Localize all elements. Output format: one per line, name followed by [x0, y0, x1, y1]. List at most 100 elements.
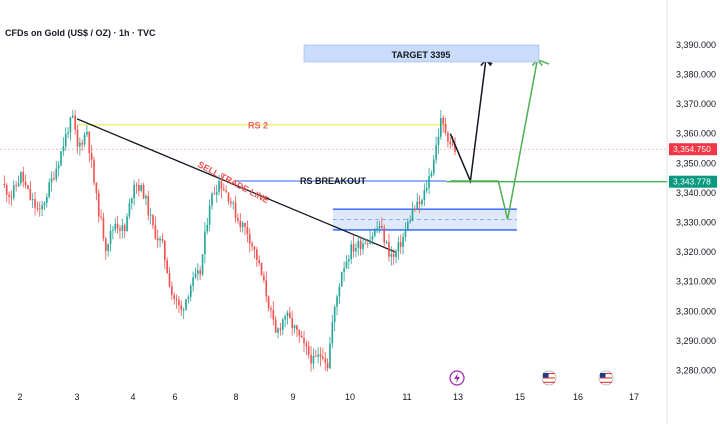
candle-body	[437, 136, 440, 145]
candle-body	[366, 243, 369, 245]
rs-breakout-label: RS BREAKOUT	[300, 176, 367, 186]
us-flag-stripe	[543, 373, 555, 375]
candle-body	[64, 133, 67, 147]
candle-body	[416, 201, 419, 210]
candle-body	[114, 223, 117, 230]
candle-body	[213, 193, 216, 195]
candle-body	[348, 259, 350, 262]
candle-body	[435, 144, 437, 160]
candle-body	[130, 198, 133, 204]
candle-body	[222, 189, 225, 191]
candle-body	[369, 239, 371, 244]
candle-body	[8, 194, 10, 197]
candle-body	[76, 129, 79, 147]
candle-body	[241, 222, 244, 228]
x-tick-label: 15	[515, 392, 525, 402]
candle-body	[175, 298, 178, 300]
candle-body	[230, 201, 232, 204]
candle-body	[338, 286, 341, 297]
candle-body	[147, 196, 150, 216]
candle-body	[81, 142, 84, 145]
candle-body	[152, 214, 154, 226]
candle-body	[451, 144, 454, 145]
candle-body	[362, 243, 364, 249]
candle-body	[265, 280, 268, 297]
candle-body	[279, 328, 282, 330]
candle-body	[126, 216, 128, 232]
projected-path-green	[450, 58, 550, 220]
candle-body	[359, 240, 362, 249]
candle-body	[156, 238, 159, 241]
candle-body	[145, 196, 147, 199]
candle-body	[171, 286, 173, 296]
candle-body	[390, 254, 393, 257]
candle-body	[298, 329, 301, 336]
candle-body	[442, 117, 445, 124]
x-tick-label: 8	[233, 392, 238, 402]
candle-body	[220, 181, 223, 190]
candle-body	[272, 309, 275, 320]
candle-body	[444, 123, 447, 133]
candle-body	[20, 171, 22, 184]
candle-body	[234, 202, 237, 219]
candle-body	[90, 153, 93, 160]
candle-body	[12, 185, 15, 198]
candle-body	[36, 207, 39, 209]
candle-body	[244, 222, 246, 227]
support-level-tag: 3,343.778	[673, 177, 711, 187]
candle-body	[46, 196, 48, 203]
chart-title: CFDs on Gold (US$ / OZ) · 1h · TVC	[5, 28, 156, 38]
candle-body	[185, 299, 187, 310]
candle-body	[258, 259, 260, 264]
candle-body	[102, 217, 105, 239]
candle-body	[449, 141, 452, 145]
candle-body	[381, 226, 383, 228]
us-flag-canton	[600, 373, 606, 378]
candle-body	[267, 296, 270, 309]
candle-body	[333, 306, 336, 323]
candle-body	[119, 228, 121, 231]
candle-body	[312, 355, 315, 364]
candle-body	[107, 244, 109, 252]
candle-body	[17, 183, 20, 187]
candle-body	[178, 299, 180, 306]
candle-body	[310, 354, 312, 364]
x-tick-label: 9	[290, 392, 295, 402]
candle-body	[392, 254, 395, 257]
candle-body	[192, 277, 194, 286]
y-tick-label: 3,340.000	[676, 188, 716, 198]
candle-body	[404, 229, 407, 237]
candle-body	[112, 229, 114, 231]
candle-body	[48, 182, 51, 197]
candle-body	[57, 165, 60, 169]
candle-body	[31, 199, 34, 200]
candle-body	[93, 159, 95, 183]
candle-body	[251, 243, 253, 247]
candle-body	[293, 325, 296, 329]
candle-body	[423, 190, 426, 200]
candle-body	[388, 242, 390, 257]
candle-body	[189, 285, 192, 297]
candle-body	[50, 178, 53, 183]
y-tick-label: 3,380.000	[676, 69, 716, 79]
candle-body	[227, 192, 230, 202]
candle-body	[440, 117, 442, 137]
x-tick-label: 2	[17, 392, 22, 402]
candle-body	[274, 319, 277, 333]
candle-body	[215, 192, 218, 195]
us-flag-stripe	[543, 381, 555, 383]
candle-body	[454, 144, 456, 152]
x-tick-label: 13	[453, 392, 463, 402]
candle-body	[263, 275, 265, 281]
x-tick-label: 11	[402, 392, 411, 402]
candle-body	[53, 178, 55, 180]
candle-body	[154, 225, 157, 239]
candle-body	[211, 193, 213, 206]
candle-body	[161, 238, 164, 241]
candle-body	[324, 358, 327, 363]
y-tick-label: 3,310.000	[676, 277, 716, 287]
candle-body	[248, 234, 251, 244]
us-flag-stripe	[543, 379, 555, 381]
candle-body	[140, 185, 143, 191]
